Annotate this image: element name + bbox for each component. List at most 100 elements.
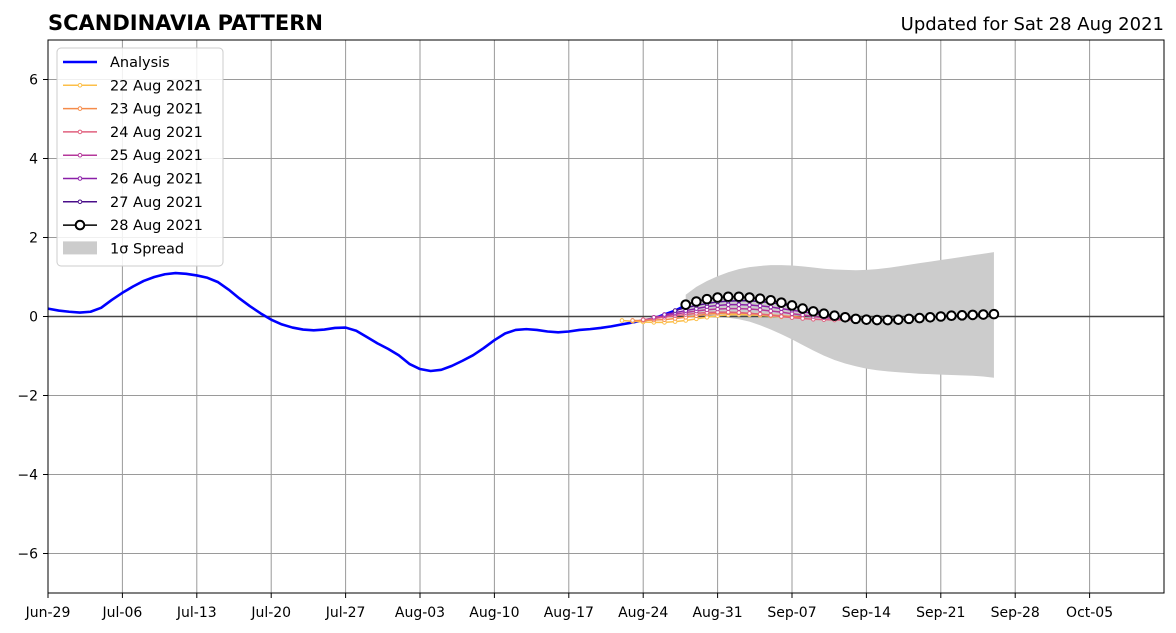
legend-label-8: 1σ Spread <box>110 241 184 257</box>
x-tick-label-2: Jul-13 <box>176 605 217 621</box>
x-tick-label-7: Aug-17 <box>544 605 594 621</box>
legend-label-4: 25 Aug 2021 <box>110 148 203 164</box>
legend-swatch-marker-6 <box>77 199 83 205</box>
y-axis-ticks: −6 −4 −2 0 2 4 6 <box>17 73 48 563</box>
x-tick-label-9: Aug-31 <box>692 605 742 621</box>
latest-forecast-point-24 <box>935 311 947 322</box>
forecast-point-4-0 <box>662 312 667 317</box>
latest-forecast-point-7 <box>754 293 766 305</box>
x-tick-label-6: Aug-10 <box>469 605 519 621</box>
y-tick-label-1: −4 <box>17 468 38 484</box>
forecast-point-3-11 <box>768 308 774 314</box>
latest-forecast-point-12 <box>807 306 819 317</box>
legend-box <box>56 47 224 267</box>
latest-forecast-point-28 <box>978 309 989 320</box>
y-tick-label-5: 4 <box>29 152 38 168</box>
legend-label-7: 28 Aug 2021 <box>110 218 203 234</box>
legend-label-3: 24 Aug 2021 <box>110 125 203 141</box>
latest-forecast-point-29 <box>988 308 1000 320</box>
x-tick-label-5: Aug-03 <box>395 605 445 621</box>
legend: Analysis 22 Aug 2021 23 Aug 2021 24 Aug 202… <box>56 47 224 267</box>
legend-label-6: 27 Aug 2021 <box>110 195 203 211</box>
y-tick-label-6: 6 <box>29 73 38 89</box>
x-tick-label-11: Sep-14 <box>842 605 891 621</box>
forecast-point-5-0 <box>672 308 678 313</box>
latest-forecast-point-2 <box>701 293 713 305</box>
legend-swatch-spread <box>63 241 97 255</box>
latest-forecast-point-17 <box>861 314 872 325</box>
forecast-point-4-10 <box>768 304 774 310</box>
forecast-point-2-14 <box>789 315 795 320</box>
latest-forecast-point-21 <box>903 313 915 325</box>
forecast-point-3-10 <box>757 307 763 313</box>
x-tick-label-4: Jul-27 <box>325 605 366 621</box>
legend-label-2: 23 Aug 2021 <box>110 102 203 118</box>
latest-forecast-point-19 <box>882 314 893 326</box>
x-tick-label-13: Sep-28 <box>991 605 1040 621</box>
forecast-point-4-9 <box>757 303 763 309</box>
forecast-point-0-0 <box>619 318 625 323</box>
latest-forecast-point-9 <box>776 297 787 308</box>
latest-forecast-point-5 <box>733 291 745 303</box>
latest-forecast-point-6 <box>744 292 755 303</box>
forecast-point-2-12 <box>768 313 774 318</box>
chart-subtitle: Updated for Sat 28 Aug 2021 <box>901 14 1164 35</box>
legend-label-5: 26 Aug 2021 <box>110 172 203 188</box>
latest-forecast-point-13 <box>818 308 830 320</box>
forecast-point-2-10 <box>747 311 752 316</box>
latest-forecast-point-16 <box>850 313 862 325</box>
x-tick-label-14: Oct-05 <box>1066 605 1113 621</box>
latest-forecast-point-8 <box>765 295 777 306</box>
legend-swatch-marker-5 <box>77 176 83 181</box>
forecast-point-3-8 <box>736 306 742 311</box>
latest-forecast-point-0 <box>680 299 692 310</box>
latest-forecast-point-3 <box>712 292 723 303</box>
latest-forecast-point-27 <box>967 309 978 321</box>
legend-swatch-marker-2 <box>77 106 83 111</box>
legend-swatch-marker-3 <box>77 129 83 135</box>
x-tick-label-0: Jun-29 <box>25 605 71 621</box>
latest-forecast-point-23 <box>924 311 936 323</box>
y-tick-label-2: −2 <box>17 389 38 405</box>
forecast-point-4-7 <box>736 302 742 307</box>
y-tick-label-4: 2 <box>29 231 38 247</box>
x-tick-label-12: Sep-21 <box>916 605 965 621</box>
latest-forecast-point-11 <box>797 303 808 314</box>
forecast-point-3-7 <box>725 306 731 311</box>
legend-swatch-marker-4 <box>77 152 83 158</box>
forecast-point-2-0 <box>640 317 646 322</box>
latest-forecast-point-25 <box>946 310 957 322</box>
x-tick-label-3: Jul-20 <box>250 605 291 621</box>
legend-label-0: Analysis <box>110 55 170 71</box>
forecast-point-2-11 <box>757 311 763 317</box>
latest-forecast-point-10 <box>786 300 798 311</box>
latest-forecast-point-4 <box>722 291 734 303</box>
forecast-point-3-0 <box>651 314 657 320</box>
forecast-point-2-9 <box>736 310 742 315</box>
legend-label-1: 22 Aug 2021 <box>110 78 203 94</box>
x-tick-label-1: Jul-06 <box>102 605 143 621</box>
latest-forecast-point-26 <box>956 310 968 321</box>
y-tick-label-3: 0 <box>29 310 38 326</box>
forecast-point-2-13 <box>779 314 784 319</box>
spread-layer <box>685 252 994 378</box>
latest-forecast-point-15 <box>839 311 851 323</box>
x-tick-label-8: Aug-24 <box>618 605 668 621</box>
latest-forecast-point-20 <box>892 314 904 325</box>
x-tick-label-10: Sep-07 <box>767 605 816 621</box>
latest-forecast-point-22 <box>914 312 925 324</box>
analysis-series-line <box>47 271 687 373</box>
latest-forecast-point-1 <box>691 296 702 307</box>
latest-forecast-point-14 <box>829 310 840 322</box>
spread-band <box>685 252 994 378</box>
latest-forecast-layer <box>680 291 1000 326</box>
legend-swatch-marker-1 <box>77 83 83 88</box>
x-axis-ticks: Jun-29 Jul-06 Jul-13 Jul-20 Jul-27 Aug-03 Aug-… <box>25 593 1113 621</box>
analysis-layer <box>47 271 687 373</box>
y-tick-label-0: −6 <box>17 547 38 563</box>
forecast-point-4-8 <box>747 302 752 308</box>
latest-forecast-point-18 <box>871 314 883 326</box>
chart-title: SCANDINAVIA PATTERN <box>48 11 323 35</box>
forecast-point-1-0 <box>630 318 635 323</box>
